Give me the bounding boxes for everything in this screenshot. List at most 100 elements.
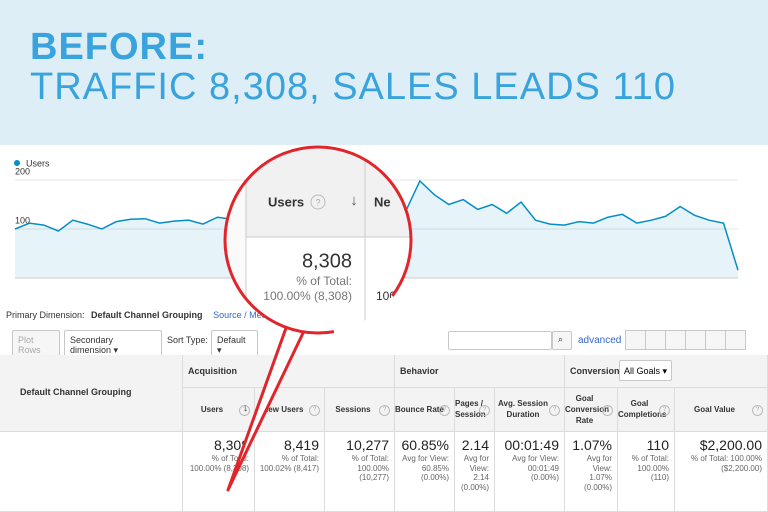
column-header: Goal Value — [694, 404, 735, 414]
metric-sub: 100.00% — [637, 463, 669, 473]
column-header: Pages / — [455, 399, 484, 408]
dimension-active[interactable]: Default Channel Grouping — [91, 310, 203, 320]
sort-label: Sort Type: — [167, 335, 208, 345]
data-cell — [495, 432, 565, 512]
metric-value: 60.85% — [401, 437, 449, 453]
help-icon: ? — [309, 405, 320, 416]
data-cell — [618, 432, 675, 512]
metric-sub: 2.14 — [473, 473, 489, 482]
metric-sub: (0.00%) — [530, 473, 559, 482]
metric-sub: Avg for — [586, 454, 612, 463]
mag-next-column: Ne — [374, 194, 391, 209]
group-header: Conversions — [570, 366, 625, 376]
view-icons[interactable] — [625, 330, 746, 350]
metric-value: 00:01:49 — [504, 437, 560, 453]
help-icon: ? — [239, 405, 250, 416]
metric-sub: 1.07% — [589, 473, 612, 482]
metric-sub: % of Total: — [351, 454, 389, 463]
help-icon: ? — [479, 405, 490, 416]
metric-sub: View: — [469, 463, 489, 473]
metric-sub: 100.00% — [357, 463, 389, 473]
column-header: Duration — [506, 410, 540, 419]
column-header: Users — [200, 404, 224, 414]
metric-value: 8,419 — [283, 437, 319, 453]
data-cell — [325, 432, 395, 512]
dimension-link[interactable]: Source / Medium — [213, 310, 282, 320]
mag-sub-label: % of Total: — [296, 274, 352, 288]
metric-sub: 100.00% (8,308) — [189, 463, 249, 473]
column-header: Bounce Rate — [395, 404, 444, 414]
search-button[interactable]: ⌕ — [552, 331, 572, 350]
legend-swatch — [14, 160, 20, 166]
goal-select[interactable]: All Goals ▾ — [619, 360, 672, 381]
callout-pointer — [226, 327, 306, 492]
metric-sub: (10,277) — [359, 473, 389, 482]
banner: BEFORE: TRAFFIC 8,308, SALES LEADS 110 — [0, 0, 768, 145]
help-icon: ? — [752, 405, 763, 416]
metric-sub: % of Total: 100.00% — [690, 454, 762, 463]
metric-value: 8,308 — [213, 437, 249, 453]
column-header: Conversion — [565, 404, 610, 414]
metric-value: $2,200.00 — [699, 437, 762, 453]
sort-arrow: ↓ — [243, 402, 249, 414]
magnifier-content: Users ? ↓ Ne 8,308 % of Total: 100.00% (… — [225, 147, 411, 333]
banner-title: BEFORE: — [30, 26, 208, 68]
data-table: Default Channel Grouping Acquisition Behav… — [0, 355, 768, 512]
column-header: Session — [455, 410, 486, 419]
metric-value: 2.14 — [461, 437, 489, 453]
metric-sub: % of Total: — [211, 454, 249, 463]
goal-select-text: All Goals — [624, 366, 661, 376]
help-icon — [310, 194, 326, 210]
traffic-label: TRAFFIC — [30, 66, 198, 108]
group-header: Acquisition — [188, 366, 237, 376]
metric-value: 10,277 — [346, 437, 389, 453]
y-tick-label: 200 — [15, 166, 30, 176]
legend-label: Users — [26, 158, 50, 168]
metric-sub: % of Total: — [281, 454, 319, 463]
group-cell — [395, 355, 565, 388]
leads-label: , SALES LEADS — [309, 66, 601, 108]
column-header: Avg. Session — [498, 399, 548, 408]
metric-sub: 00:01:49 — [527, 463, 559, 473]
data-cell — [455, 432, 495, 512]
metric-sub: (0.00%) — [420, 473, 449, 482]
mag-value: 8,308 — [302, 250, 352, 272]
advanced-link[interactable]: advanced — [578, 335, 622, 346]
metric-value: 110 — [646, 437, 669, 453]
metric-sub: % of Total: — [631, 454, 669, 463]
column-header: New Users — [262, 404, 304, 414]
column-header: Sessions — [335, 404, 371, 414]
column-header: Completions — [618, 410, 667, 419]
secondary-text: Secondary dimension — [70, 335, 114, 355]
callout-ring — [223, 145, 413, 335]
leads-value: 110 — [612, 66, 677, 108]
help-icon: ? — [379, 405, 390, 416]
help-icon: ? — [549, 405, 560, 416]
y-tick-label: 100 — [15, 215, 30, 225]
dimension-header-cell — [0, 355, 183, 432]
metric-sub: (110) — [650, 473, 669, 482]
dimension-header: Default Channel Grouping — [20, 387, 132, 397]
sort-arrow: ↓ — [350, 192, 358, 209]
banner-subtitle: TRAFFIC 8,308, SALES LEADS 110 — [30, 66, 676, 109]
metric-value: 1.07% — [572, 437, 612, 453]
mag-column: Users — [268, 194, 304, 209]
help-icon: ? — [659, 405, 670, 416]
column-header: Goal — [575, 393, 594, 403]
metric-sub: View: — [592, 463, 612, 473]
metric-sub: (0.00%) — [460, 482, 489, 492]
metric-sub: (0.00%) — [583, 482, 612, 492]
dimension-row-cell — [0, 432, 183, 512]
metric-sub: ($2,200.00) — [721, 463, 762, 473]
help-icon: ? — [602, 405, 613, 416]
mag-sub-value: 100.00% (8,308) — [263, 289, 352, 303]
metric-sub: Avg for View: — [512, 454, 559, 463]
search-box[interactable] — [448, 331, 552, 350]
mag-left-cell — [225, 147, 246, 333]
metric-sub: 100.02% (8,417) — [259, 463, 319, 473]
data-cell — [395, 432, 455, 512]
metric-sub: 60.85% — [421, 463, 449, 473]
column-header: Goal — [630, 399, 649, 408]
